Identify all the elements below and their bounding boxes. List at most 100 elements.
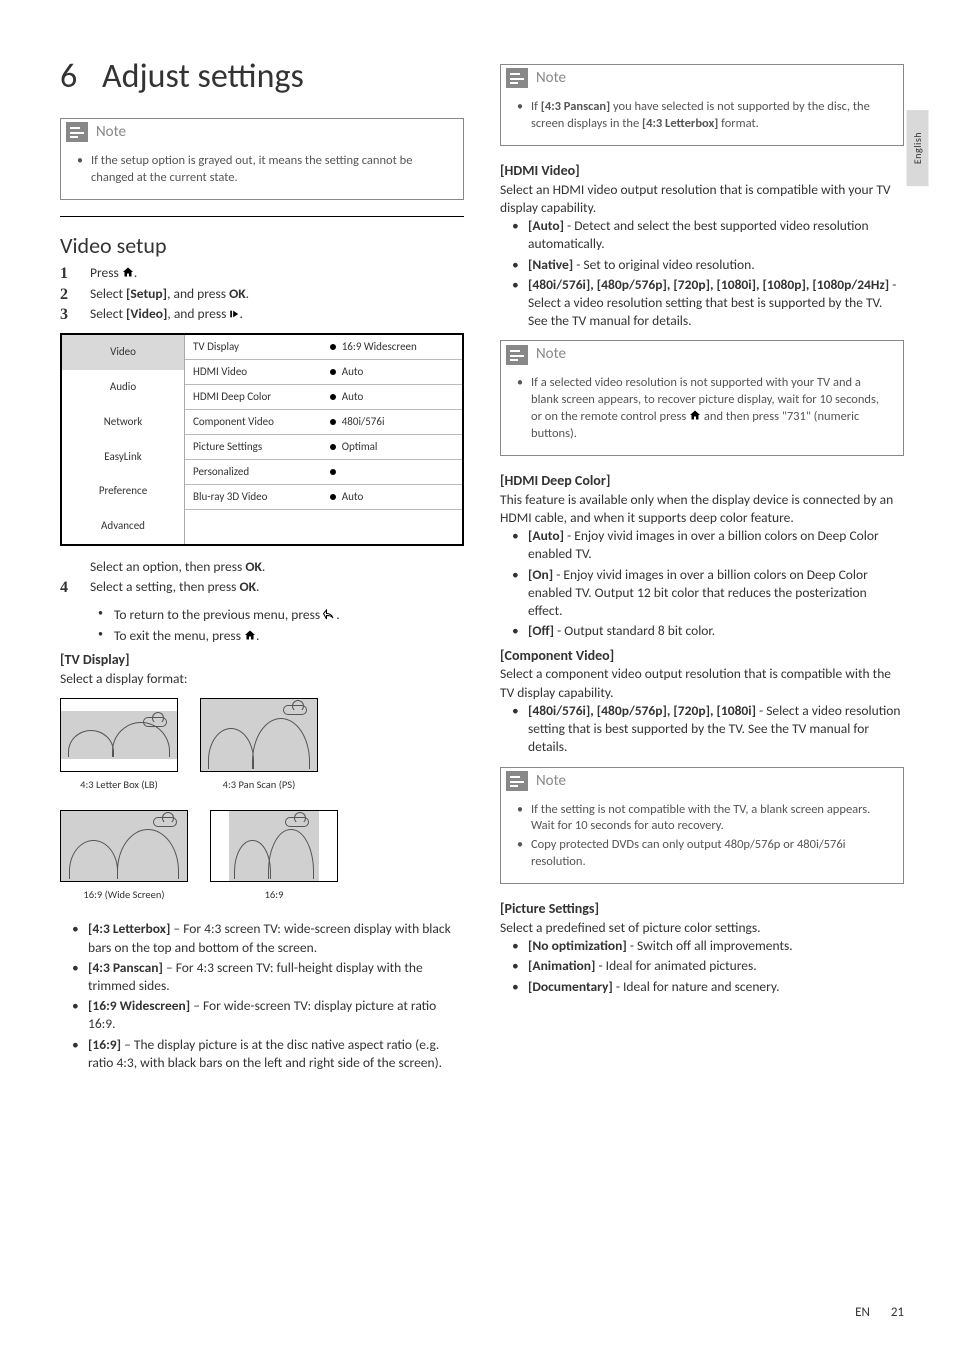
bold: [480i/576i], [480p/576p], [720p], [1080i… [528, 276, 889, 293]
note-icon [66, 122, 88, 142]
note-icon [506, 345, 528, 365]
hdmi-video-heading: [HDMI Video] [500, 162, 904, 181]
list-item: [4:3 Panscan] – For 4:3 screen TV: full-… [88, 959, 464, 995]
menu-key: Personalized [193, 465, 330, 480]
text: Select an option, then press [90, 558, 245, 575]
component-heading: [Component Video] [500, 647, 904, 666]
list-item: [16:9 Widescreen] – For wide-screen TV: … [88, 997, 464, 1033]
play-icon [229, 305, 239, 322]
thumb-widescreen: 16:9 (Wide Screen) [60, 810, 188, 902]
list-item: [Documentary] - Ideal for nature and sce… [528, 978, 904, 996]
text: - Switch off all improvements. [627, 937, 793, 954]
sub-bullet: To exit the menu, press . [114, 627, 464, 645]
bold: [4:3 Letterbox] [642, 116, 718, 131]
menu-val: Auto [330, 365, 454, 380]
deep-color-list: [Auto] - Enjoy vivid images in over a bi… [500, 527, 904, 640]
text: - Detect and select the best supported v… [528, 217, 869, 252]
step-3: 3 Select [Video], and press . [90, 305, 464, 323]
intro: This feature is available only when the … [500, 491, 904, 527]
text: - Enjoy vivid images in over a billion c… [528, 566, 868, 619]
section-video-setup: Video setup [60, 231, 464, 261]
note-label: Note [536, 344, 566, 364]
menu-key: HDMI Deep Color [193, 390, 330, 405]
note-label: Note [96, 122, 126, 142]
menu-val: 16:9 Widescreen [330, 340, 454, 355]
note-tab: Note [500, 64, 576, 92]
tv-display-sub: Select a display format: [60, 670, 464, 688]
list-item: [16:9] – The display picture is at the d… [88, 1036, 464, 1072]
step-text: . [239, 305, 242, 322]
bold: [4:3 Panscan] [88, 959, 163, 976]
picture-list: [No optimization] - Switch off all impro… [500, 937, 904, 996]
note-item: If a selected video resolution is not su… [531, 375, 891, 443]
menu-cat: Audio [62, 370, 184, 405]
step-num: 4 [60, 577, 68, 599]
step-text: . [246, 285, 249, 302]
menu-cat: Advanced [62, 509, 184, 544]
bold: [Documentary] [528, 978, 613, 995]
home-icon [244, 627, 256, 645]
back-icon [323, 606, 336, 623]
bold: [Auto] [528, 527, 564, 544]
note-tab: Note [500, 340, 576, 368]
thumb-label: 16:9 (Wide Screen) [83, 888, 164, 901]
text: - Output standard 8 bit color. [554, 622, 715, 639]
sub-bullet: To return to the previous menu, press . [114, 606, 464, 624]
footer-lang: EN [855, 1305, 870, 1320]
list-item: [4:3 Letterbox] – For 4:3 screen TV: wid… [88, 920, 464, 956]
menu-key: HDMI Video [193, 365, 330, 380]
steps: 1 Press . 2 Select [Setup], and press OK… [60, 264, 464, 323]
thumb-169: 16:9 [210, 810, 338, 902]
menu-cat: Network [62, 405, 184, 440]
note-tab: Note [500, 767, 576, 795]
text: . [336, 606, 339, 623]
text: . [256, 627, 259, 644]
chapter-heading: 6Adjust settings [60, 54, 464, 100]
step-text: . [134, 264, 137, 281]
chapter-title: Adjust settings [102, 56, 304, 97]
note-icon [506, 68, 528, 88]
menu-cat: EasyLink [62, 440, 184, 475]
bold: [Video] [126, 305, 167, 322]
note-label: Note [536, 771, 566, 791]
step-text: . [256, 578, 259, 595]
text: To return to the previous menu, press [114, 606, 323, 623]
step-num: 1 [60, 263, 68, 285]
intro: Select an HDMI video output resolution t… [500, 181, 904, 217]
text: - Ideal for animated pictures. [595, 957, 756, 974]
text: - Set to original video resolution. [573, 256, 754, 273]
post-menu-line: Select an option, then press OK. [60, 558, 464, 576]
list-item: [Off] - Output standard 8 bit color. [528, 622, 904, 640]
home-icon [689, 409, 701, 426]
bold: [16:9] [88, 1036, 121, 1053]
note-box-1: Note If the setup option is grayed out, … [60, 118, 464, 200]
menu-key: Blu-ray 3D Video [193, 490, 330, 505]
step-4: 4 Select a setting, then press OK. [90, 578, 464, 596]
list-item: [On] - Enjoy vivid images in over a bill… [528, 566, 904, 621]
sub-bullets: To return to the previous menu, press . … [60, 606, 464, 644]
hdmi-video-list: [Auto] - Detect and select the best supp… [500, 217, 904, 330]
right-column: Note If [4:3 Panscan] you have selected … [500, 54, 904, 1074]
text: – The display picture is at the disc nat… [88, 1036, 442, 1071]
note-box-2: Note If [4:3 Panscan] you have selected … [500, 64, 904, 146]
component-list: [480i/576i], [480p/576p], [720p], [1080i… [500, 702, 904, 757]
steps-cont: 4 Select a setting, then press OK. [60, 578, 464, 596]
picture-heading: [Picture Settings] [500, 900, 904, 919]
list-item: [Animation] - Ideal for animated picture… [528, 957, 904, 975]
osd-menu: Video Audio Network EasyLink Preference … [60, 333, 464, 546]
bold: [On] [528, 566, 553, 583]
home-icon [122, 264, 134, 282]
menu-key: TV Display [193, 340, 330, 355]
text: - Ideal for nature and scenery. [613, 978, 780, 995]
footer-page: 21 [891, 1305, 904, 1320]
step-text: , and press [167, 285, 229, 302]
bold: OK [239, 578, 256, 595]
note-item: If the setting is not compatible with th… [531, 802, 891, 836]
thumb-label: 4:3 Letter Box (LB) [80, 778, 158, 791]
thumbnails: 4:3 Letter Box (LB) 4:3 Pan Scan (PS) 16… [60, 698, 464, 902]
menu-key: Picture Settings [193, 440, 330, 455]
menu-right: TV Display16:9 Widescreen HDMI VideoAuto… [184, 335, 462, 544]
bold: [Native] [528, 256, 573, 273]
bold: [Auto] [528, 217, 564, 234]
bold: [4:3 Panscan] [541, 99, 610, 114]
